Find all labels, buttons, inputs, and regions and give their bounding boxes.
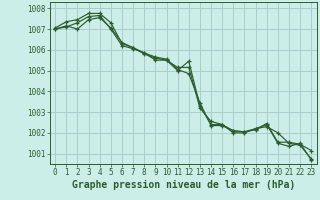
X-axis label: Graphe pression niveau de la mer (hPa): Graphe pression niveau de la mer (hPa) [72,180,295,190]
